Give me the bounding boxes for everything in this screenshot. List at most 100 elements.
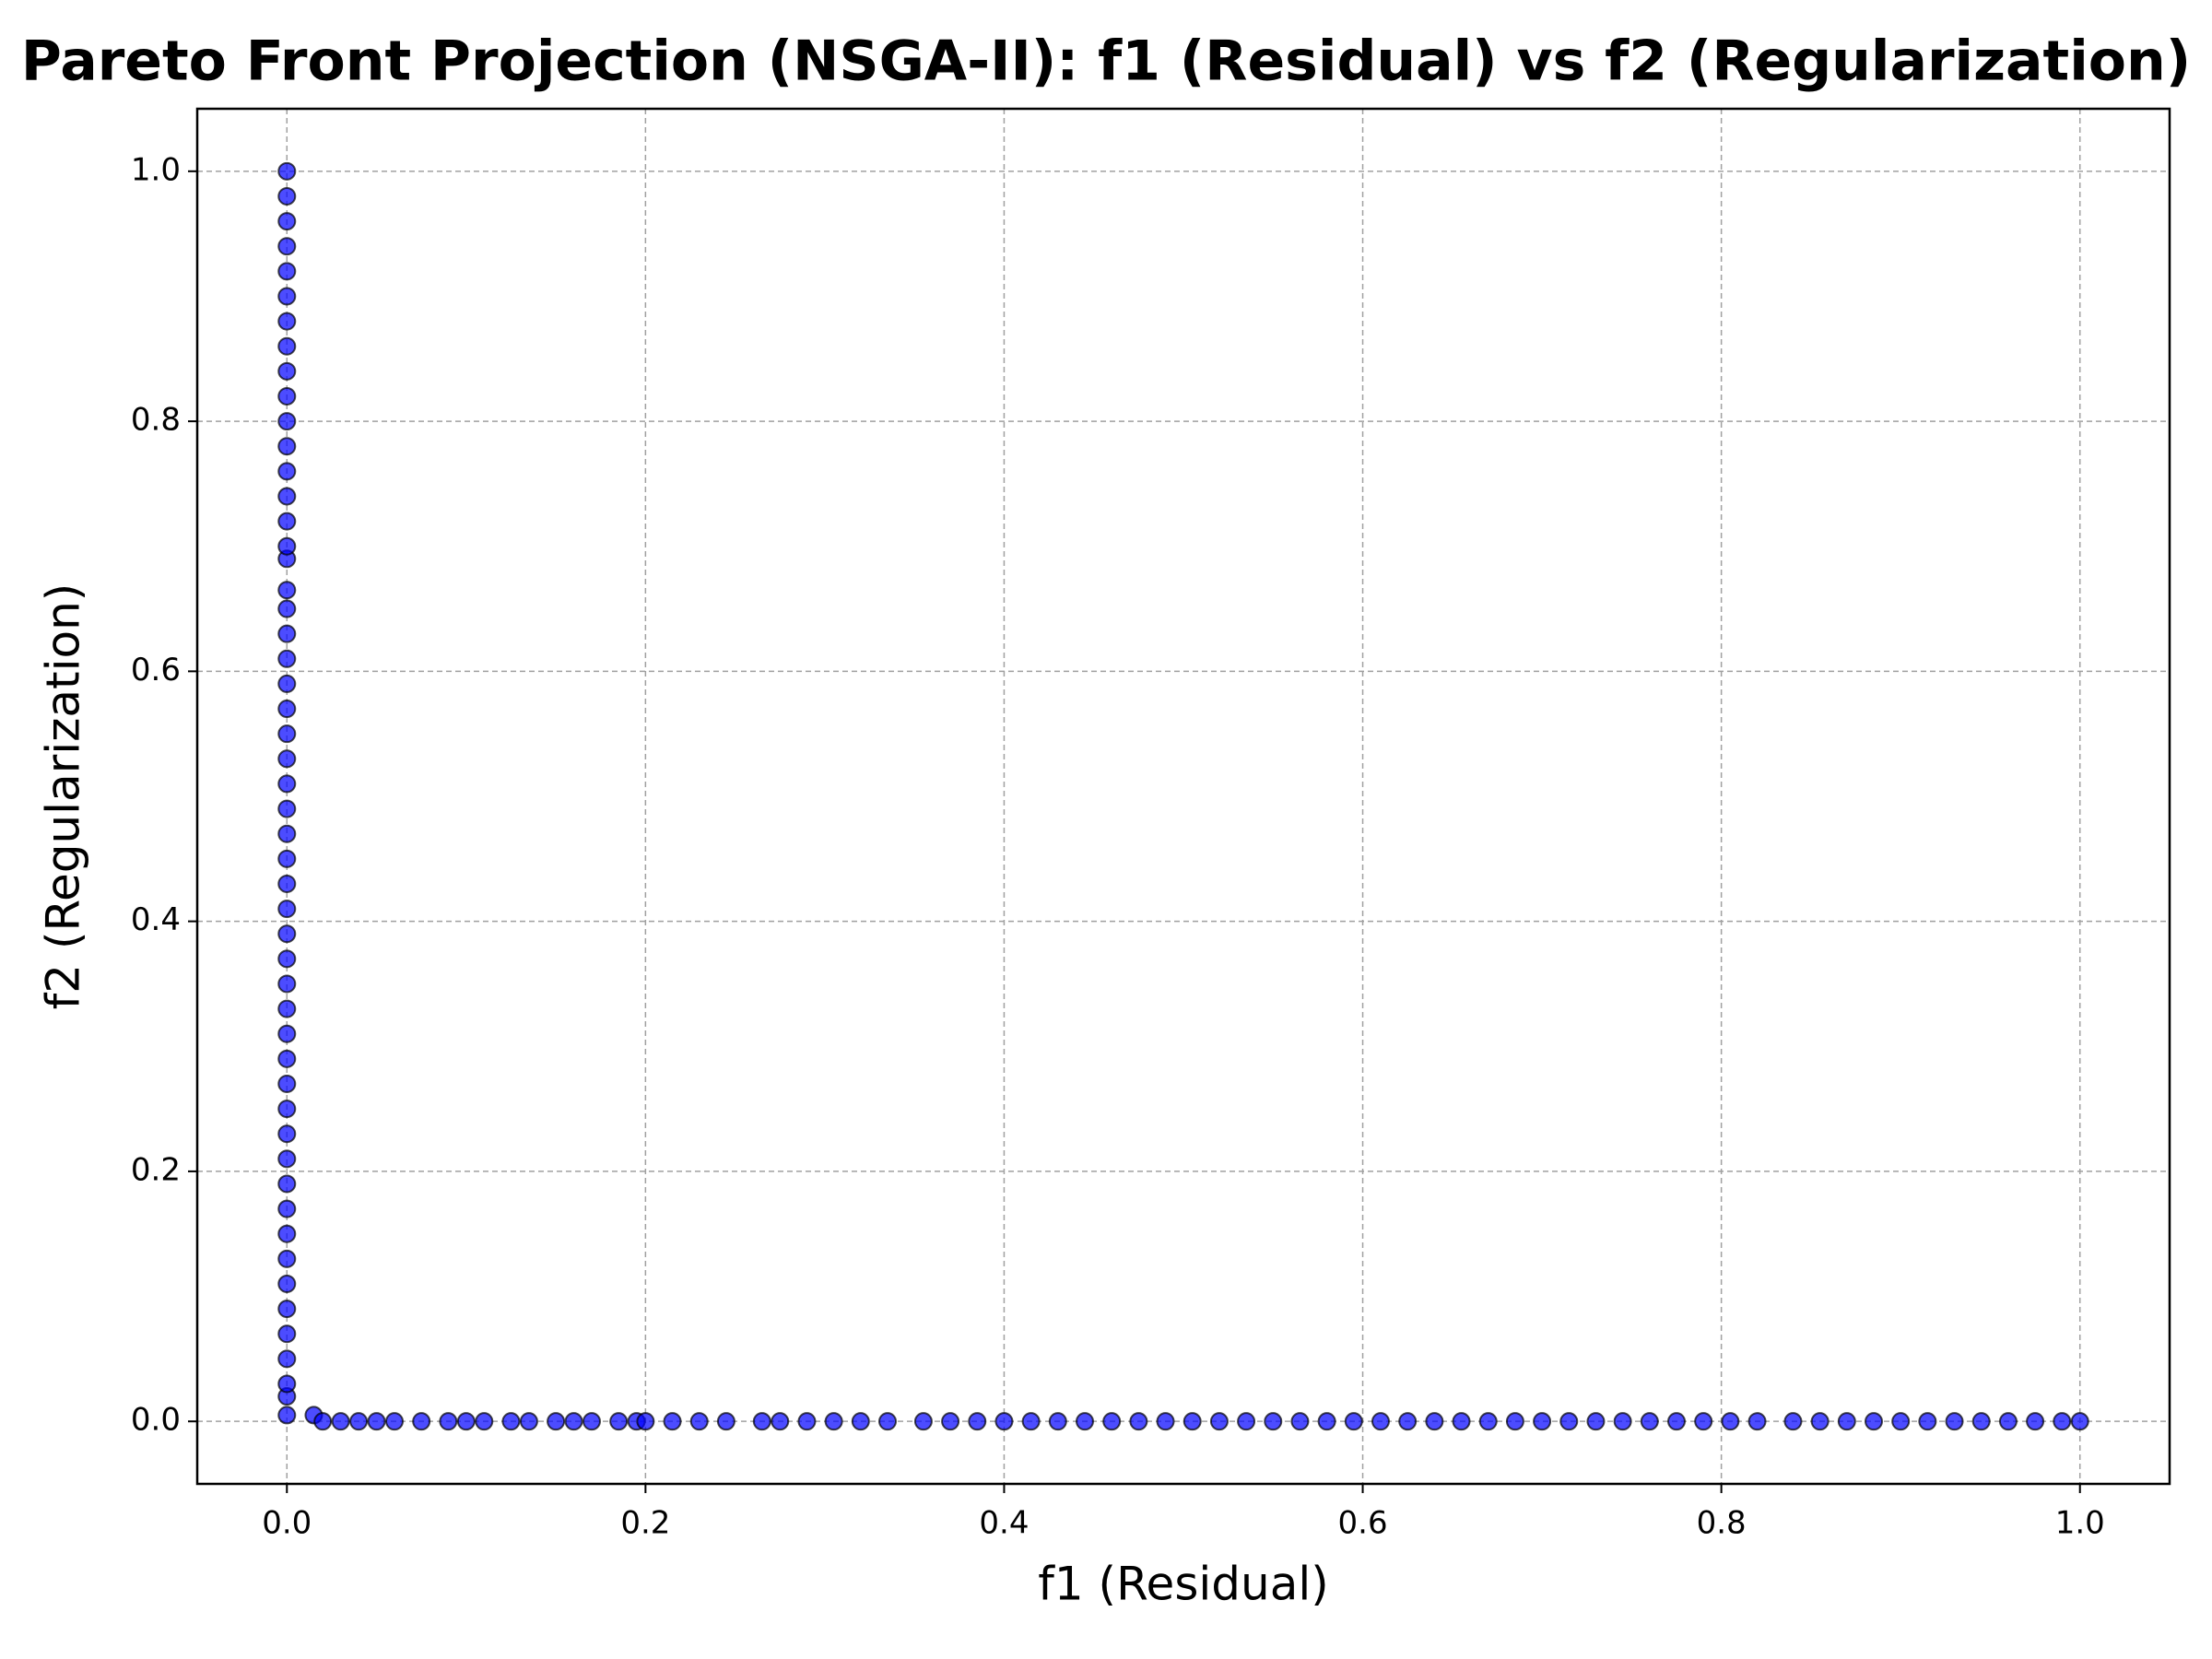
point [277,724,297,744]
point [1694,1412,1713,1431]
point [636,1412,655,1431]
point [331,1412,350,1431]
point [385,1412,404,1431]
y-tick-label: 1.0 [131,151,181,188]
point [1398,1412,1418,1431]
point [277,462,297,481]
point [277,949,297,969]
point [1102,1412,1122,1431]
point [277,900,297,919]
point [277,774,297,794]
point [277,1049,297,1068]
point [277,1124,297,1144]
point [277,824,297,843]
y-tick-label: 0.0 [131,1402,181,1439]
point [824,1412,843,1431]
point [519,1412,538,1431]
point [771,1412,790,1431]
point [277,599,297,618]
point [277,700,297,719]
point [277,749,297,769]
x-axis-label: f1 (Residual) [1038,1558,1328,1611]
point [277,287,297,306]
point [349,1412,369,1431]
point [277,1149,297,1169]
point [1971,1412,1991,1431]
point [2053,1412,2072,1431]
point [313,1412,333,1431]
point [367,1412,386,1431]
point [1452,1412,1471,1431]
point [277,1174,297,1194]
point [1747,1412,1767,1431]
point [277,874,297,893]
point [1837,1412,1856,1431]
point [1586,1412,1606,1431]
point [941,1412,960,1431]
point [1533,1412,1552,1431]
point [412,1412,431,1431]
point [913,1412,933,1431]
point [1810,1412,1830,1431]
point [277,674,297,693]
point [1640,1412,1659,1431]
point [277,1324,297,1344]
point [277,924,297,944]
point [797,1412,817,1431]
point [277,262,297,281]
point [277,799,297,818]
point [1721,1412,1740,1431]
point [1865,1412,1883,1431]
point [1667,1412,1686,1431]
point [277,512,297,531]
point [277,336,297,356]
point [1290,1412,1310,1431]
point [994,1412,1014,1431]
point [475,1412,494,1431]
point [1237,1412,1256,1431]
point [277,437,297,456]
point [501,1412,521,1431]
point [609,1412,629,1431]
point [968,1412,987,1431]
point [663,1412,682,1431]
point [277,1024,297,1043]
x-tick-label: 0.0 [262,1505,312,1542]
point [1478,1412,1498,1431]
point [277,1406,297,1425]
point [277,999,297,1018]
plot-frame [195,107,2171,1486]
point [277,974,297,994]
point [277,386,297,406]
point [582,1412,601,1431]
point [277,1199,297,1218]
point [277,212,297,231]
point [1182,1412,1202,1431]
point [1425,1412,1444,1431]
y-tick-label: 0.8 [131,402,181,439]
point [564,1412,583,1431]
y-axis-label: f2 (Regularization) [37,583,90,1010]
point [1048,1412,1067,1431]
y-tick-label: 0.6 [131,652,181,688]
point [277,1100,297,1119]
y-tick-label: 0.2 [131,1151,181,1188]
point [1559,1412,1579,1431]
point [878,1412,897,1431]
point [1129,1412,1148,1431]
point [439,1412,458,1431]
x-tick-label: 1.0 [2055,1505,2105,1542]
point [1344,1412,1363,1431]
point [1156,1412,1175,1431]
point [1371,1412,1390,1431]
point [277,361,297,381]
point [689,1412,709,1431]
point [1998,1412,2018,1431]
point [277,161,297,181]
point [716,1412,735,1431]
x-tick-label: 0.8 [1697,1505,1747,1542]
point [277,1074,297,1093]
x-tick-label: 0.6 [1338,1505,1388,1542]
point [1209,1412,1229,1431]
